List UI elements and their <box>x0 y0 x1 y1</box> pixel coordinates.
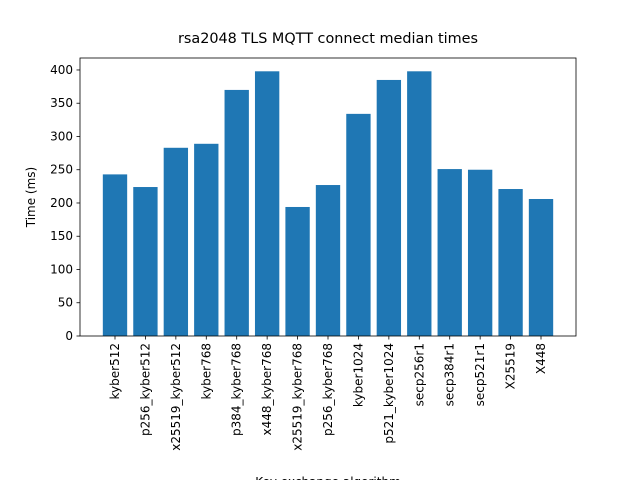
x-tick-label: kyber768 <box>199 343 213 399</box>
x-tick-label: p384_kyber768 <box>230 343 244 436</box>
bar <box>254 71 280 336</box>
bar <box>467 169 493 336</box>
bar <box>498 189 523 336</box>
x-tick-label: p256_kyber768 <box>321 343 335 436</box>
y-axis-label: Time (ms) <box>24 167 38 229</box>
y-tick-label: 100 <box>50 262 73 276</box>
bar <box>346 113 371 336</box>
bar <box>224 89 249 336</box>
y-tick-label: 400 <box>50 63 73 77</box>
plot-area: 0 50 100 150 200 250 300 350 400 kyber512 p256_kyb… <box>50 63 554 451</box>
bar <box>285 206 310 336</box>
x-tick-label: x25519_kyber512 <box>169 343 183 451</box>
bar <box>437 169 462 336</box>
y-tick-label: 200 <box>50 196 73 210</box>
y-tick-label: 250 <box>50 163 73 177</box>
y-tick-label: 150 <box>50 229 73 243</box>
x-tick-label: secp384r1 <box>443 343 457 406</box>
x-tick-label: secp256r1 <box>412 343 426 406</box>
chart-title: rsa2048 TLS MQTT connect median times <box>178 31 478 47</box>
x-tick-label: p521_kyber1024 <box>382 343 396 444</box>
x-tick-label: x448_kyber768 <box>260 343 274 435</box>
x-tick-label: kyber512 <box>108 343 122 399</box>
axes-frame <box>79 57 577 337</box>
y-tick-label: 0 <box>65 329 73 343</box>
x-tick-label: X448 <box>534 343 548 374</box>
bar <box>133 187 158 336</box>
bar <box>315 185 341 336</box>
bar <box>102 174 128 336</box>
x-tick-label: x25519_kyber768 <box>291 343 305 451</box>
x-tick-label: kyber1024 <box>351 343 365 407</box>
bar <box>194 143 219 336</box>
bar <box>407 71 432 336</box>
bar <box>528 198 554 336</box>
y-tick-label: 300 <box>50 129 73 143</box>
bar <box>376 79 402 337</box>
y-tick-label: 50 <box>58 296 73 310</box>
x-axis-label: Key exchange algorithm <box>255 475 401 480</box>
x-tick-label: X25519 <box>504 343 518 389</box>
x-tick-label: secp521r1 <box>473 343 487 406</box>
x-tick-label: p256_kyber512 <box>138 343 152 436</box>
y-tick-label: 350 <box>50 96 73 110</box>
bar <box>163 147 189 336</box>
